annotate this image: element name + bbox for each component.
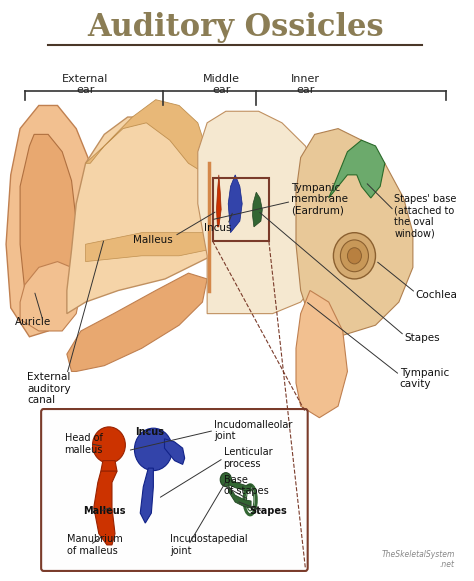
Text: Inner
ear: Inner ear [291,74,320,95]
Text: Auditory Ossicles: Auditory Ossicles [87,12,383,43]
Text: Malleus: Malleus [83,507,126,517]
Text: Stapes' base
(attached to
the oval
window): Stapes' base (attached to the oval windo… [394,194,456,239]
Ellipse shape [92,427,125,463]
Text: Incus: Incus [135,427,164,437]
Polygon shape [6,106,95,337]
Text: Head of
malleus: Head of malleus [64,433,103,454]
Polygon shape [86,232,207,261]
Text: Malleus: Malleus [134,235,173,245]
Ellipse shape [347,248,362,264]
Text: Middle
ear: Middle ear [203,74,240,95]
Text: TheSkeletalSystem
.net: TheSkeletalSystem .net [382,550,455,569]
Text: Lenticular
process: Lenticular process [224,447,272,469]
Polygon shape [228,175,242,232]
Bar [213,178,269,241]
Polygon shape [253,192,262,227]
Text: Base
of stapes: Base of stapes [224,475,268,496]
FancyBboxPatch shape [41,409,308,571]
Polygon shape [67,117,226,314]
Polygon shape [296,128,413,337]
Text: Incudomalleolar
joint: Incudomalleolar joint [214,419,292,441]
Ellipse shape [246,489,254,511]
Polygon shape [228,479,251,491]
Ellipse shape [135,428,173,471]
Text: External
ear: External ear [63,74,109,95]
Ellipse shape [220,472,231,486]
Text: External
auditory
canal: External auditory canal [27,372,71,406]
Text: Stapes: Stapes [249,507,287,517]
Ellipse shape [333,232,375,279]
Text: Tympanic
cavity: Tympanic cavity [400,368,449,389]
Polygon shape [329,140,385,198]
Polygon shape [94,471,117,545]
Polygon shape [67,273,207,371]
Polygon shape [20,134,76,314]
Polygon shape [198,111,329,314]
Polygon shape [101,461,117,471]
Text: Incudostapedial
joint: Incudostapedial joint [170,534,247,555]
Polygon shape [86,100,207,175]
Text: Stapes: Stapes [404,333,440,343]
Text: Tympanic
membrane
(Eardrum): Tympanic membrane (Eardrum) [292,182,348,216]
Polygon shape [140,468,154,523]
Text: Auricle: Auricle [16,317,52,327]
Polygon shape [296,290,347,418]
Text: Cochlea: Cochlea [416,290,457,300]
Polygon shape [20,261,81,331]
Text: Incus: Incus [204,223,231,233]
Text: Manubrium
of malleus: Manubrium of malleus [67,534,123,555]
Polygon shape [164,439,185,464]
Ellipse shape [340,240,368,272]
Polygon shape [217,175,221,227]
Polygon shape [228,486,251,508]
